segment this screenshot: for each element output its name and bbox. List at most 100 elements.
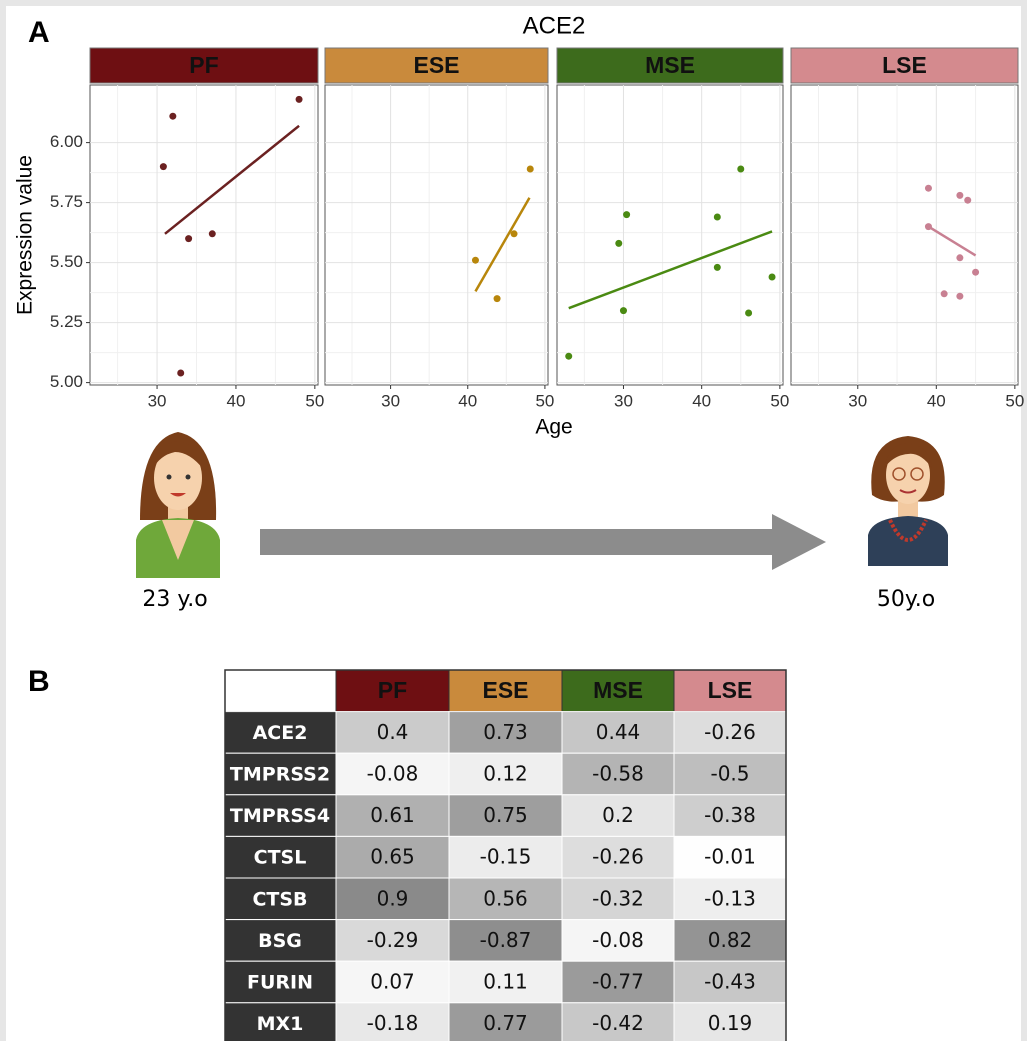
y-tick-label: 5.50 [50,252,83,271]
x-tick-label: 40 [458,391,477,410]
table-cell [673,752,787,796]
table-cell [561,960,675,1004]
cell-value: -0.87 [480,928,532,952]
y-tick-label: 5.00 [50,372,83,391]
cell-value: -0.13 [704,886,756,910]
strip-label: MSE [645,52,695,78]
chart-title: ACE2 [523,12,586,39]
row-header: FURIN [247,972,313,994]
row-header-cell [224,711,337,754]
table-cell [335,711,450,754]
table-cell [335,960,450,1004]
data-point [526,165,534,173]
data-point [177,369,185,377]
strip [556,47,784,84]
plot-panel [89,84,319,386]
cell-value: -0.26 [704,720,756,744]
strip-label: PF [189,52,218,78]
row-header: ACE2 [253,722,308,744]
data-point [737,165,745,173]
data-point [972,268,980,276]
data-point [956,191,964,199]
cell-value: 0.44 [596,720,641,744]
data-point [956,254,964,262]
cell-value: 0.2 [602,803,634,827]
data-point [159,163,167,171]
table-cell [561,794,675,837]
cell-value: -0.01 [704,845,756,869]
row-header: TMPRSS4 [230,805,330,827]
x-tick-label: 50 [535,391,554,410]
cell-value: -0.5 [710,762,749,786]
data-point [623,211,631,219]
data-point [185,235,193,243]
data-point [565,352,573,360]
row-header-cell [224,835,337,879]
fit-line [927,225,977,257]
cell-value: -0.18 [367,1011,419,1035]
column-header: LSE [708,677,753,703]
data-point [493,295,501,303]
strip [89,47,319,84]
y-axis-label: Expression value [14,155,37,315]
arrow-shaft [260,529,775,555]
table-cell [673,960,787,1004]
data-point [940,290,948,298]
cell-value: -0.08 [367,762,419,786]
table-cell [448,960,563,1004]
table-cell [561,711,675,754]
x-tick-label: 50 [305,391,324,410]
cell-value: 0.12 [483,762,528,786]
row-header: BSG [258,930,302,952]
cell-value: -0.15 [480,845,532,869]
cell-value: 0.65 [370,845,415,869]
x-tick-label: 50 [1005,391,1024,410]
cell-value: 0.07 [370,970,415,994]
cell-value: 0.82 [708,928,753,952]
x-tick-label: 30 [848,391,867,410]
cell-value: 0.11 [483,970,528,994]
data-point [924,223,932,231]
strip-label: ESE [413,52,459,78]
table-cell [335,752,450,796]
data-point [615,239,623,247]
table-cell [673,835,787,879]
table-cell [561,877,675,921]
table-cell [561,835,675,879]
plot-panel [790,84,1019,386]
data-point [169,112,177,120]
y-tick-label: 6.00 [50,132,83,151]
table-cell [335,794,450,837]
row-header: MX1 [257,1013,304,1035]
cell-value: -0.58 [592,762,644,786]
x-tick-label: 30 [614,391,633,410]
arrow-head [772,514,826,570]
data-point [510,230,518,238]
cell-value: -0.43 [704,970,756,994]
cell-value: 0.61 [370,803,415,827]
panel-label: B [28,665,50,698]
column-header: MSE [593,677,643,703]
fit-line [568,230,773,310]
strip-label: LSE [882,52,927,78]
row-header-cell [224,919,337,962]
cell-value: 0.9 [377,886,409,910]
strip [790,47,1019,84]
cell-value: 0.56 [483,886,528,910]
x-tick-label: 40 [226,391,245,410]
x-tick-label: 40 [692,391,711,410]
cell-value: -0.29 [367,928,419,952]
cell-value: 0.73 [483,720,528,744]
end-age-label: 50y.o [877,587,935,612]
column-header: ESE [482,677,528,703]
strip [324,47,549,84]
x-tick-label: 30 [381,391,400,410]
x-tick-label: 30 [148,391,167,410]
cell-value: -0.77 [592,970,644,994]
data-point [956,292,964,300]
data-point [924,184,932,192]
data-point [619,307,627,315]
table-border [224,669,787,1041]
row-header: CTSL [254,847,307,869]
